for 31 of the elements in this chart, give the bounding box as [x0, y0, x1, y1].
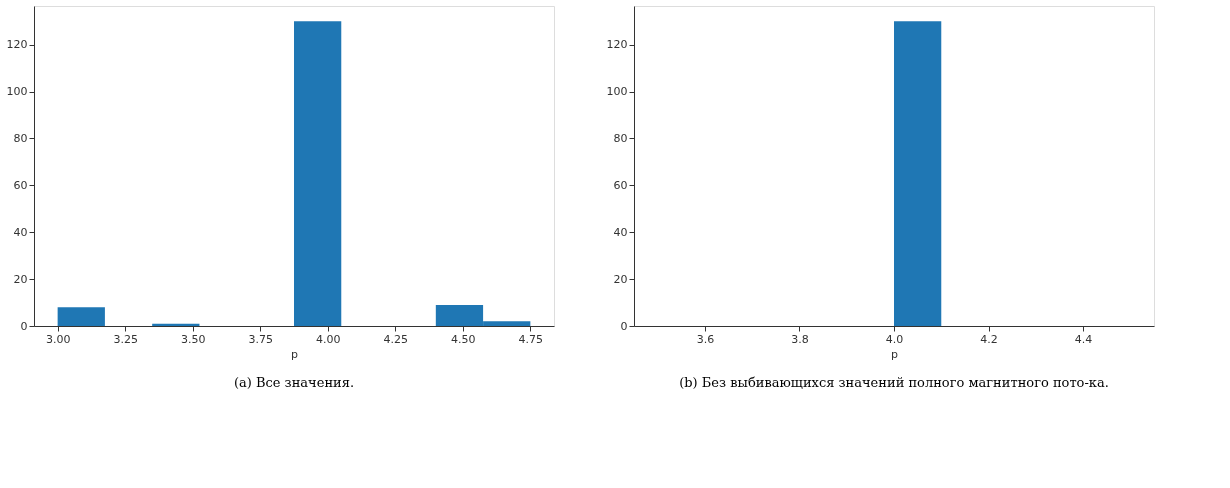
y-tick-label: 60 — [613, 178, 628, 192]
x-tick-label: 4.75 — [518, 332, 544, 346]
x-tick-label: 4.25 — [383, 332, 409, 346]
y-tick-label: 0 — [20, 319, 28, 333]
y-tick-label: 20 — [613, 272, 628, 286]
x-axis-title: p — [891, 347, 899, 361]
y-tick-label: 40 — [13, 225, 28, 239]
y-tick-label: 100 — [606, 85, 628, 99]
x-tick-label: 3.50 — [180, 332, 206, 346]
x-tick-label: 3.6 — [696, 332, 715, 346]
x-tick-label: 4.4 — [1074, 332, 1093, 346]
x-tick-label: 3.25 — [113, 332, 138, 346]
text: (a) Все значения. — [233, 375, 355, 390]
y-tick-label: 0 — [620, 319, 628, 333]
x-tick-label: 4.2 — [980, 332, 998, 346]
y-tick-label: 120 — [6, 38, 28, 52]
x-tick-label: 3.75 — [248, 332, 273, 346]
y-tick-label: 100 — [6, 85, 28, 99]
y-tick-label: 120 — [606, 38, 628, 52]
text: (b) Без выбивающихся значений полного магнитного пото-ка. — [679, 375, 1109, 390]
x-axis-title: p — [291, 347, 299, 361]
x-tick-label: 3.00 — [45, 332, 71, 346]
x-tick-label: 4.50 — [451, 332, 476, 346]
x-tick-label: 4.00 — [316, 332, 341, 346]
y-tick-label: 20 — [13, 272, 28, 286]
y-tick-label: 80 — [613, 131, 628, 145]
x-tick-label: 3.8 — [791, 332, 809, 346]
x-tick-label: 4.0 — [885, 332, 904, 346]
y-tick-label: 80 — [13, 131, 28, 145]
y-tick-label: 40 — [613, 225, 628, 239]
y-tick-label: 60 — [13, 178, 28, 192]
